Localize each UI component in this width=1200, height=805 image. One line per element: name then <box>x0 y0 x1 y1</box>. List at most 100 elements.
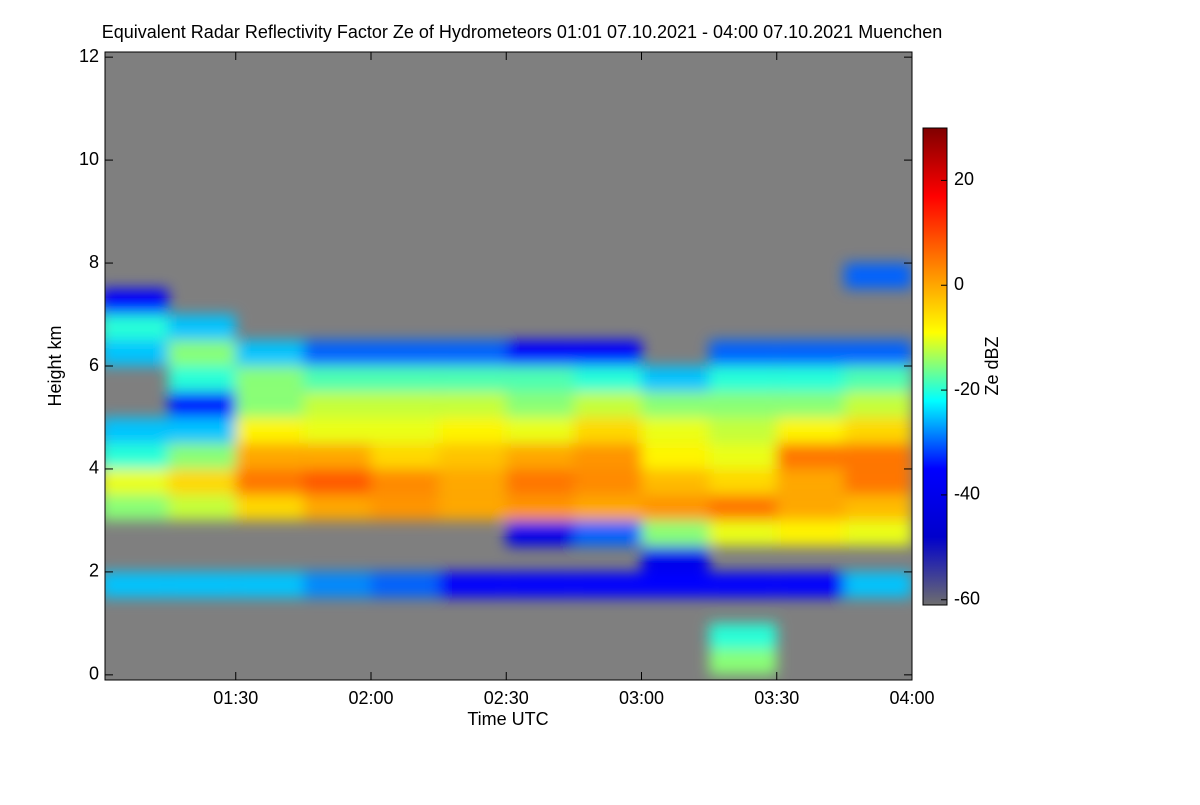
y-tick-label: 8 <box>89 252 99 272</box>
heatmap-cell <box>370 443 439 469</box>
heatmap-cell <box>105 468 169 495</box>
heatmap-cell <box>438 391 507 418</box>
heatmap-cell <box>844 443 912 469</box>
x-tick-label: 03:00 <box>619 688 664 708</box>
heatmap-cell <box>709 649 777 675</box>
heatmap-cell <box>776 494 845 521</box>
heatmap-cell <box>709 391 777 418</box>
heatmap-cell <box>844 468 912 495</box>
heatmap-cell <box>168 468 236 495</box>
heatmap-cell <box>235 443 304 469</box>
heatmap-cell <box>506 340 574 366</box>
heatmap-cell <box>105 340 169 366</box>
heatmap-cell <box>709 340 777 366</box>
heatmap-cell <box>573 417 642 444</box>
heatmap-cell <box>168 391 236 418</box>
y-tick-label: 2 <box>89 561 99 581</box>
heatmap-cell <box>235 417 304 444</box>
heatmap-cell <box>641 391 710 418</box>
heatmap-cell <box>844 494 912 521</box>
heatmap-cell <box>438 571 507 598</box>
heatmap-cell <box>105 417 169 444</box>
heatmap-cell <box>438 443 507 469</box>
heatmap-cell <box>573 366 642 392</box>
heatmap-cell <box>303 366 371 392</box>
heatmap-cell <box>709 623 777 650</box>
heatmap-cell <box>438 494 507 521</box>
colorbar <box>922 127 948 606</box>
heatmap-cell <box>438 468 507 495</box>
heatmap-cell <box>573 391 642 418</box>
heatmap-cell <box>303 494 371 521</box>
heatmap-cell <box>168 417 236 444</box>
heatmap-cell <box>438 340 507 366</box>
heatmap-cell <box>303 443 371 469</box>
heatmap-cell <box>506 520 574 547</box>
heatmap-cell <box>844 571 912 598</box>
x-tick-label: 02:30 <box>484 688 529 708</box>
heatmap-cell <box>844 391 912 418</box>
heatmap-cell <box>573 340 642 366</box>
heatmap-cell <box>844 417 912 444</box>
heatmap <box>105 263 912 675</box>
heatmap-cell <box>573 468 642 495</box>
y-axis-label: Height km <box>45 325 65 406</box>
heatmap-cell <box>370 494 439 521</box>
heatmap-cell <box>573 571 642 598</box>
heatmap-cell <box>105 288 169 315</box>
heatmap-cell <box>776 520 845 547</box>
heatmap-cell <box>709 366 777 392</box>
heatmap-cell <box>776 391 845 418</box>
heatmap-cell <box>641 468 710 495</box>
heatmap-cell <box>105 494 169 521</box>
heatmap-cell <box>370 468 439 495</box>
heatmap-cell <box>105 571 169 598</box>
heatmap-cell <box>776 340 845 366</box>
heatmap-cell <box>776 366 845 392</box>
y-tick-label: 6 <box>89 355 99 375</box>
y-tick-label: 4 <box>89 458 99 478</box>
heatmap-cell <box>709 417 777 444</box>
heatmap-cell <box>506 468 574 495</box>
heatmap-cell <box>370 340 439 366</box>
heatmap-cell <box>709 468 777 495</box>
heatmap-cell <box>776 443 845 469</box>
colorbar-tick-label: -60 <box>954 589 980 609</box>
heatmap-cell <box>641 494 710 521</box>
heatmap-cell <box>506 443 574 469</box>
colorbar-tick-label: 20 <box>954 169 974 189</box>
heatmap-cell <box>641 417 710 444</box>
heatmap-cell <box>641 520 710 547</box>
heatmap-cell <box>168 571 236 598</box>
heatmap-cell <box>641 366 710 392</box>
colorbar-tick-label: -20 <box>954 379 980 399</box>
heatmap-cell <box>776 417 845 444</box>
heatmap-cell <box>641 443 710 469</box>
heatmap-cell <box>303 417 371 444</box>
heatmap-cell <box>370 391 439 418</box>
heatmap-cell <box>168 314 236 341</box>
colorbar-tick-label: -40 <box>954 484 980 504</box>
y-tick-label: 0 <box>89 664 99 684</box>
heatmap-cell <box>235 340 304 366</box>
heatmap-cell <box>776 571 845 598</box>
heatmap-cell <box>506 366 574 392</box>
heatmap-cell <box>235 494 304 521</box>
heatmap-cell <box>709 571 777 598</box>
heatmap-cell <box>844 520 912 547</box>
colorbar-tick-label: 0 <box>954 274 964 294</box>
x-tick-label: 04:00 <box>889 688 934 708</box>
chart-title: Equivalent Radar Reflectivity Factor Ze … <box>102 22 943 42</box>
x-tick-label: 02:00 <box>348 688 393 708</box>
heatmap-cell <box>168 443 236 469</box>
heatmap-cell <box>303 571 371 598</box>
heatmap-cell <box>303 468 371 495</box>
y-tick-label: 12 <box>79 46 99 66</box>
heatmap-cell <box>506 391 574 418</box>
x-tick-label: 03:30 <box>754 688 799 708</box>
heatmap-cell <box>235 391 304 418</box>
y-tick-label: 10 <box>79 149 99 169</box>
heatmap-cell <box>573 494 642 521</box>
heatmap-cell <box>844 366 912 392</box>
heatmap-cell <box>303 340 371 366</box>
